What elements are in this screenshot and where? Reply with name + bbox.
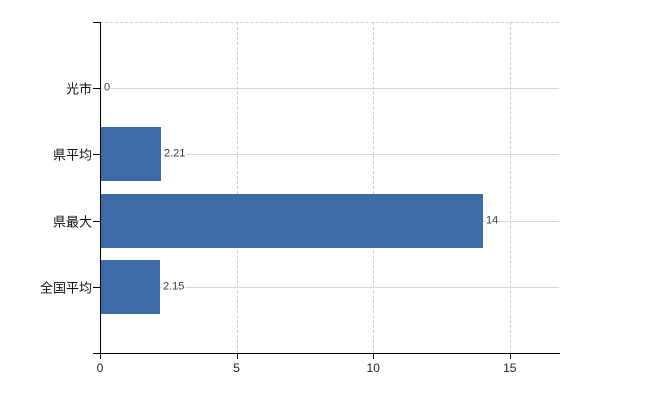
x-axis-line: [93, 353, 560, 354]
vertical-gridline: [373, 22, 375, 353]
x-tick: [509, 354, 511, 359]
category-tick: [93, 286, 100, 288]
x-tick: [236, 354, 238, 359]
vertical-gridline: [236, 22, 238, 353]
category-label-1: 県平均: [52, 147, 92, 163]
x-tick-label-1: 5: [233, 361, 240, 375]
bar-3: [101, 259, 160, 314]
x-tick-label-3: 15: [503, 361, 517, 375]
value-label-2: 14: [485, 214, 500, 228]
plot-top-border: [100, 22, 559, 23]
category-tick: [93, 88, 100, 90]
category-label-0: 光市: [65, 81, 92, 97]
value-label-0: 0: [103, 81, 112, 95]
category-tick: [93, 154, 100, 156]
vertical-gridline: [509, 22, 511, 353]
y-axis-line: [100, 22, 101, 359]
value-label-1: 2.21: [163, 147, 187, 161]
horizontal-gridline: [100, 154, 559, 156]
horizontal-gridline: [100, 88, 559, 90]
bar-1: [101, 127, 161, 182]
category-label-2: 県最大: [52, 214, 92, 230]
category-tick: [93, 220, 100, 222]
value-label-3: 2.15: [162, 280, 186, 294]
x-tick: [100, 354, 101, 359]
x-tick-label-0: 0: [96, 361, 104, 375]
x-tick-label-2: 10: [366, 361, 380, 375]
horizontal-gridline: [100, 286, 559, 288]
category-label-3: 全国平均: [39, 280, 92, 296]
bar-2: [101, 193, 483, 248]
y-axis-top-tick: [93, 22, 100, 23]
x-tick: [373, 354, 375, 359]
